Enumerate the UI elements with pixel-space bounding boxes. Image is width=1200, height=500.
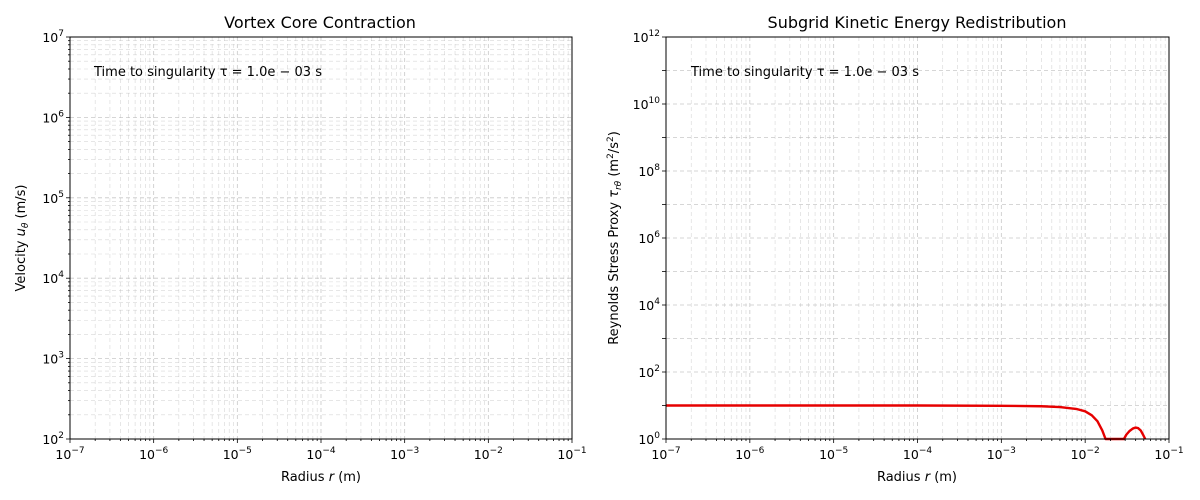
y-tick-label: 100 [638, 431, 660, 447]
y-tick-label: 102 [638, 364, 660, 380]
x-tick-label: 10−4 [903, 446, 932, 462]
chart-left-ticks: 10−7 10−6 10−5 10−4 10−3 10−2 10−1 102 103 104 105… [42, 29, 586, 462]
y-tick-label: 103 [42, 351, 64, 367]
y-tick-label: 106 [42, 109, 64, 125]
chart-right: Subgrid Kinetic Energy Redistribution 10… [606, 13, 1184, 485]
x-tick-label: 10−6 [139, 446, 168, 462]
y-tick-label: 106 [638, 230, 660, 246]
chart-right-grid [665, 36, 1170, 440]
chart-right-xlabel: Radius r (m) [877, 470, 957, 485]
series-line [666, 404, 1147, 441]
y-tick-label: 1012 [633, 29, 660, 45]
x-tick-label: 10−3 [390, 446, 419, 462]
chart-left-title: Vortex Core Contraction [224, 13, 416, 32]
y-tick-label: 105 [42, 190, 64, 206]
x-tick-label: 10−3 [987, 446, 1016, 462]
chart-right-ticks: 10−7 10−6 10−5 10−4 10−3 10−2 10−1 100 102 104 106… [633, 29, 1184, 462]
y-tick-label: 102 [42, 431, 64, 447]
x-tick-label: 10−5 [223, 446, 252, 462]
chart-left-grid [69, 36, 573, 440]
chart-right-series [666, 404, 1147, 441]
chart-left: Vortex Core Contraction 10−7 10−6 10−5 10−4… [14, 13, 587, 485]
chart-left-ylabel: Velocity uθ (m/s) [14, 185, 31, 292]
x-tick-label: 10−1 [557, 446, 586, 462]
x-tick-label: 10−2 [474, 446, 503, 462]
x-tick-label: 10−6 [735, 446, 764, 462]
chart-right-annotation: Time to singularity τ = 1.0e − 03 s [690, 65, 919, 80]
y-tick-label: 1010 [633, 96, 661, 112]
x-tick-label: 10−7 [651, 446, 680, 462]
y-tick-label: 104 [42, 270, 64, 286]
x-tick-label: 10−7 [55, 446, 84, 462]
y-tick-label: 108 [638, 163, 660, 179]
chart-left-frame [69, 36, 573, 440]
y-tick-label: 104 [638, 297, 660, 313]
x-tick-label: 10−2 [1071, 446, 1100, 462]
chart-right-title: Subgrid Kinetic Energy Redistribution [768, 13, 1067, 32]
chart-left-annotation: Time to singularity τ = 1.0e − 03 s [93, 65, 322, 80]
x-tick-label: 10−1 [1154, 446, 1183, 462]
x-tick-label: 10−4 [306, 446, 335, 462]
chart-right-ylabel: Reynolds Stress Proxy τrθ (m2/s2) [606, 131, 624, 345]
chart-left-xlabel: Radius r (m) [281, 470, 361, 485]
y-tick-label: 107 [42, 29, 64, 45]
x-tick-label: 10−5 [819, 446, 848, 462]
